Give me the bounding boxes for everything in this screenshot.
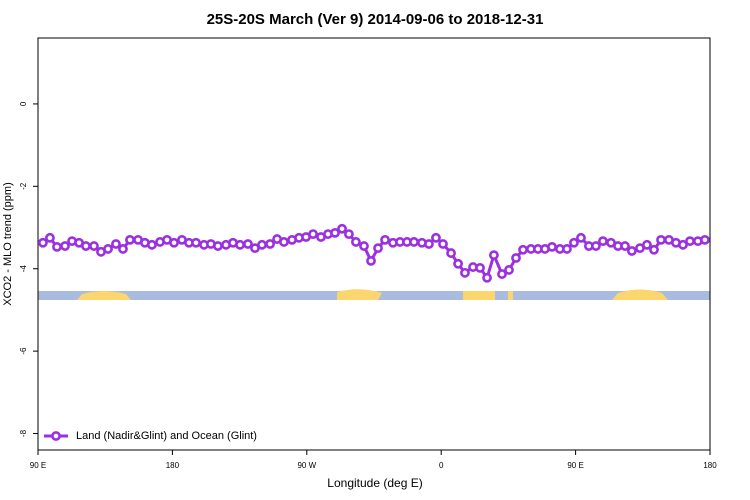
data-point xyxy=(81,241,91,251)
data-point xyxy=(103,244,113,254)
data-point xyxy=(191,237,201,248)
data-point xyxy=(460,267,470,278)
data-point xyxy=(424,239,434,249)
data-point xyxy=(547,241,557,252)
data-point xyxy=(125,234,135,245)
data-point xyxy=(111,239,121,249)
data-point xyxy=(438,239,448,249)
plot-frame xyxy=(37,37,711,451)
data-point xyxy=(373,243,383,254)
data-point xyxy=(52,241,62,252)
surface-band xyxy=(38,289,710,300)
data-point xyxy=(308,229,318,240)
y-axis-label: XCO2 - MLO trend (ppm) xyxy=(2,182,14,305)
data-point xyxy=(147,239,157,250)
x-tick-label: 180 xyxy=(703,461,717,470)
data-point xyxy=(591,241,601,251)
data-point xyxy=(265,239,275,249)
data-point xyxy=(337,223,347,234)
data-point xyxy=(235,239,245,250)
chart-title: 25S-20S March (Ver 9) 2014-09-06 to 2018… xyxy=(207,11,544,28)
data-point xyxy=(446,248,456,258)
y-tick-label: -8 xyxy=(19,429,28,437)
land-segment xyxy=(77,291,131,300)
data-point xyxy=(60,241,70,251)
data-point xyxy=(38,237,48,248)
land-segment xyxy=(337,289,382,300)
legend-marker xyxy=(51,431,61,441)
data-point xyxy=(257,239,267,250)
data-point xyxy=(344,229,354,240)
data-point xyxy=(656,234,666,245)
data-point xyxy=(118,244,128,254)
data-point xyxy=(504,265,514,275)
data-point xyxy=(576,232,586,243)
data-point xyxy=(213,241,223,251)
data-point xyxy=(89,241,99,251)
y-tick-label: 0 xyxy=(19,101,28,106)
data-point xyxy=(518,244,528,255)
data-point xyxy=(453,258,463,269)
data-point xyxy=(626,246,637,256)
data-point xyxy=(359,241,369,251)
x-tick-label: 90 W xyxy=(297,461,316,470)
data-point xyxy=(685,236,695,247)
data-point xyxy=(511,253,521,263)
data-point xyxy=(482,272,492,283)
data-point xyxy=(678,239,688,250)
data-point xyxy=(380,234,390,245)
data-point xyxy=(366,255,376,266)
data-point xyxy=(431,232,441,243)
data-point xyxy=(569,237,579,248)
x-tick-label: 180 xyxy=(166,461,180,470)
x-tick-label: 0 xyxy=(439,461,444,470)
data-point xyxy=(330,227,340,238)
data-point xyxy=(169,237,179,248)
x-tick-label: 90 E xyxy=(567,461,583,470)
x-axis-label: Longitude (deg E) xyxy=(327,476,422,490)
data-point xyxy=(562,244,572,254)
series-line xyxy=(42,226,706,282)
land-segment xyxy=(612,289,668,300)
land-segment xyxy=(508,291,513,300)
data-point xyxy=(598,236,608,247)
y-tick-label: -2 xyxy=(19,182,28,190)
y-tick-label: -4 xyxy=(19,265,28,273)
data-point xyxy=(700,234,710,245)
data-point xyxy=(45,232,55,243)
legend-label: Land (Nadir&Glint) and Ocean (Glint) xyxy=(76,430,257,442)
data-point xyxy=(351,237,361,247)
y-tick-label: -6 xyxy=(19,347,28,355)
data-point xyxy=(279,237,289,247)
land-segment xyxy=(463,291,495,300)
data-point xyxy=(409,237,419,247)
data-point xyxy=(497,269,507,279)
data-point xyxy=(489,250,499,261)
data-point xyxy=(649,244,659,255)
data-point xyxy=(620,241,630,251)
data-point xyxy=(475,262,485,273)
x-tick-label: 90 E xyxy=(30,461,46,470)
data-point xyxy=(243,239,253,249)
data-point xyxy=(642,239,652,250)
